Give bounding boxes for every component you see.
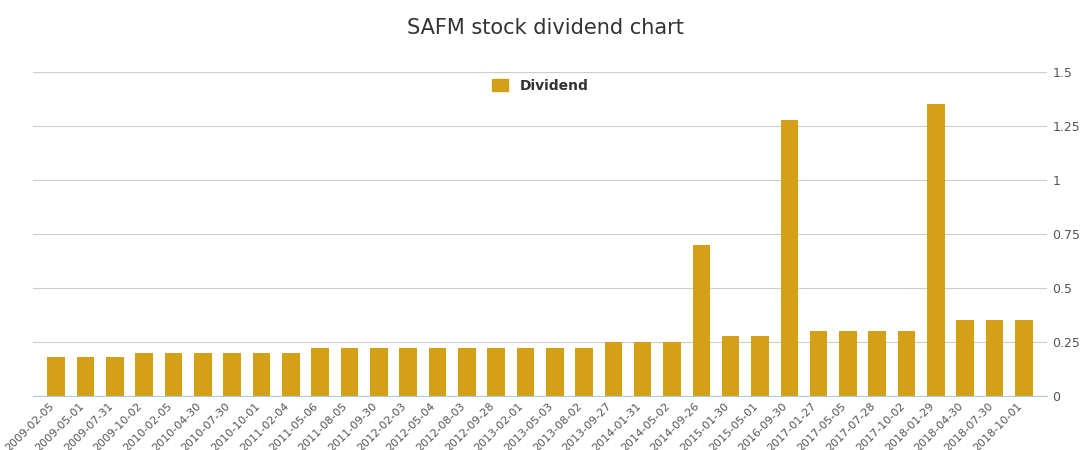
- Bar: [810, 331, 827, 396]
- Bar: [370, 348, 387, 396]
- Bar: [488, 348, 505, 396]
- Bar: [194, 353, 212, 396]
- Bar: [663, 342, 681, 396]
- Bar: [47, 357, 65, 396]
- Bar: [634, 342, 651, 396]
- Bar: [898, 331, 915, 396]
- Bar: [458, 348, 476, 396]
- Bar: [546, 348, 564, 396]
- Bar: [1015, 320, 1033, 396]
- Bar: [752, 336, 769, 396]
- Bar: [281, 353, 300, 396]
- Bar: [693, 245, 710, 396]
- Bar: [986, 320, 1004, 396]
- Bar: [340, 348, 358, 396]
- Bar: [76, 357, 94, 396]
- Bar: [516, 348, 535, 396]
- Bar: [722, 336, 740, 396]
- Bar: [839, 331, 856, 396]
- Bar: [224, 353, 241, 396]
- Bar: [165, 353, 182, 396]
- Bar: [311, 348, 328, 396]
- Bar: [253, 353, 271, 396]
- Bar: [868, 331, 886, 396]
- Legend: Dividend: Dividend: [492, 79, 588, 93]
- Bar: [429, 348, 446, 396]
- Bar: [106, 357, 123, 396]
- Bar: [399, 348, 417, 396]
- Text: SAFM stock dividend chart: SAFM stock dividend chart: [407, 18, 684, 38]
- Bar: [575, 348, 592, 396]
- Bar: [135, 353, 153, 396]
- Bar: [604, 342, 622, 396]
- Bar: [957, 320, 974, 396]
- Bar: [927, 104, 945, 396]
- Bar: [780, 120, 799, 396]
